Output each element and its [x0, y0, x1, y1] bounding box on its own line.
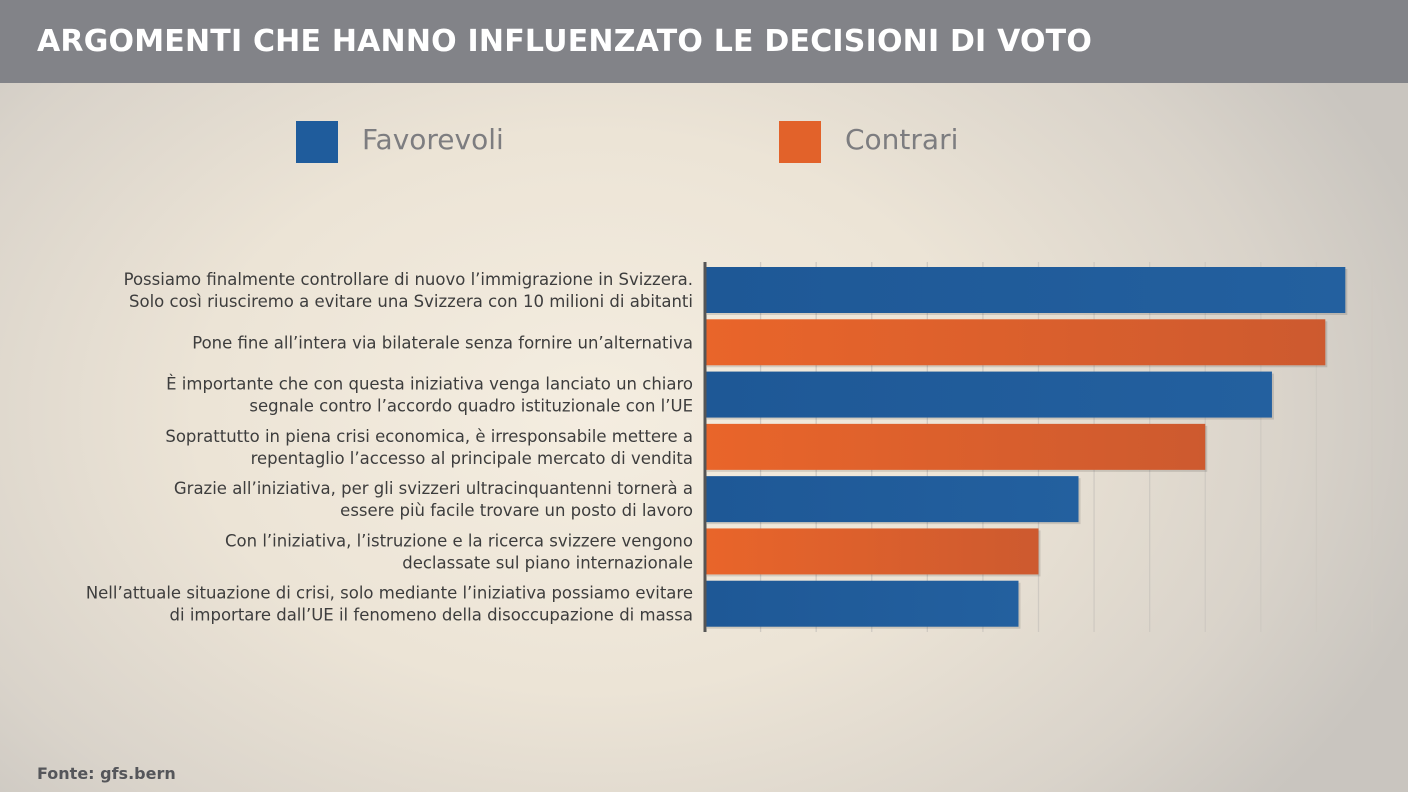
bar-6-contrari	[705, 528, 1039, 575]
bar-4-contrari	[705, 423, 1206, 470]
category-label: di importare dall’UE il fenomeno della d…	[170, 606, 693, 625]
header-bar: ARGOMENTI CHE HANNO INFLUENZATO LE DECIS…	[0, 0, 1408, 83]
bars	[705, 267, 1348, 629]
category-label: Nell’attuale situazione di crisi, solo m…	[86, 584, 693, 603]
legend-label-contrari: Contrari	[845, 123, 959, 156]
category-labels: Possiamo finalmente controllare di nuovo…	[86, 270, 693, 625]
category-label: segnale contro l’accordo quadro istituzi…	[249, 397, 693, 416]
chart-title: ARGOMENTI CHE HANNO INFLUENZATO LE DECIS…	[37, 24, 1093, 59]
bar-2-contrari	[705, 319, 1326, 366]
bar-7-favorevoli	[705, 580, 1019, 627]
bar-3-favorevoli	[705, 371, 1272, 418]
category-label: Possiamo finalmente controllare di nuovo…	[124, 270, 693, 289]
category-label: Pone fine all’intera via bilaterale senz…	[192, 333, 693, 352]
category-label: repentaglio l’accesso al principale merc…	[251, 449, 693, 468]
category-label: Soprattutto in piena crisi economica, è …	[165, 427, 693, 446]
category-label: declassate sul piano internazionale	[402, 553, 693, 572]
source-note: Fonte: gfs.bern	[37, 764, 176, 783]
category-label: Con l’iniziativa, l’istruzione e la rice…	[225, 531, 693, 550]
legend-swatch-favorevoli	[296, 121, 338, 163]
category-label: È importante che con questa iniziativa v…	[166, 375, 693, 394]
bar-1-favorevoli	[705, 267, 1346, 313]
legend-swatch-contrari	[779, 121, 821, 163]
category-label: Grazie all’iniziativa, per gli svizzeri …	[174, 479, 693, 498]
legend-label-favorevoli: Favorevoli	[362, 123, 504, 156]
category-label: essere più facile trovare un posto di la…	[340, 501, 693, 520]
category-label: Solo così riusciremo a evitare una Svizz…	[129, 292, 693, 311]
bar-5-favorevoli	[705, 476, 1079, 523]
